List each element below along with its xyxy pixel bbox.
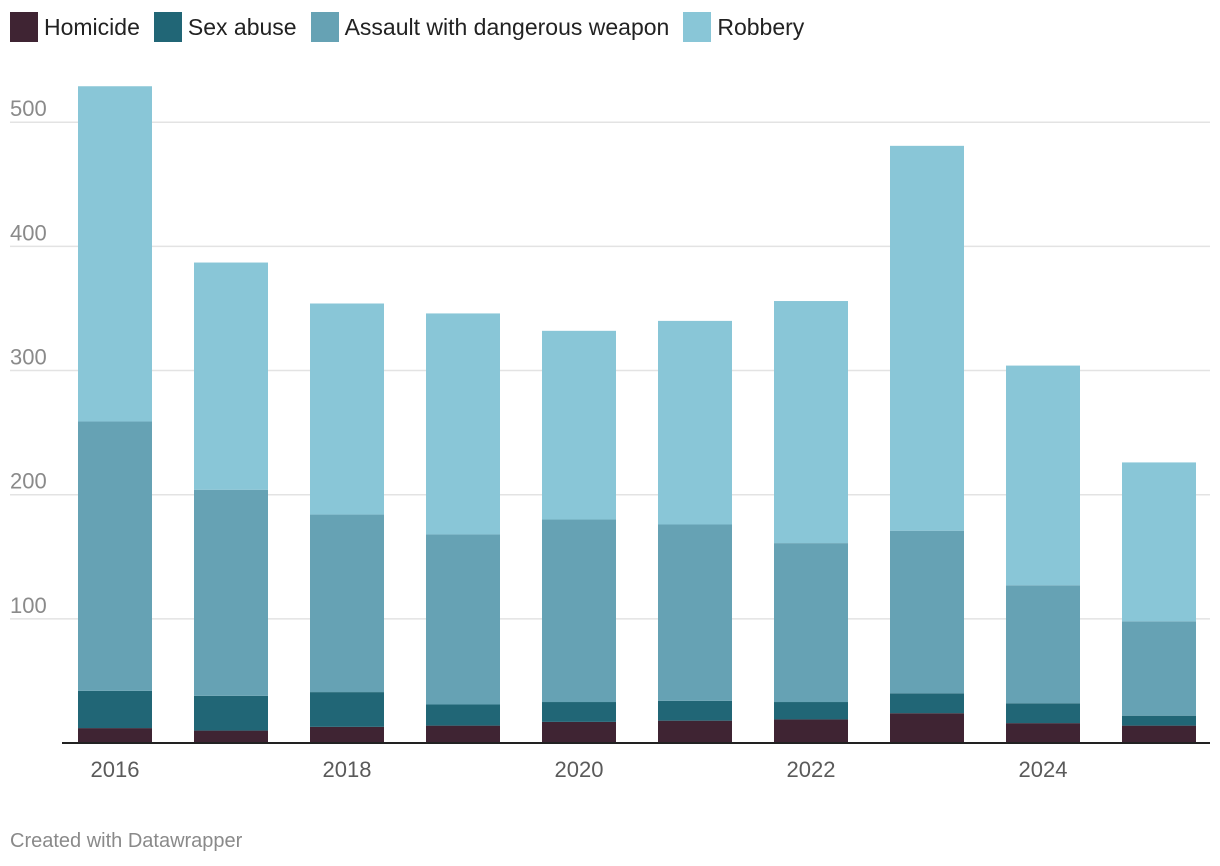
bar-2018-homicide [310,726,384,743]
bar-2018-robbery [310,303,384,515]
y-tick-label-200: 200 [10,469,47,494]
bar-2017-robbery [194,262,268,490]
bar-2020-homicide [542,721,616,743]
bar-2017-sex-abuse [194,695,268,731]
bar-2019-robbery [426,313,500,535]
bar-2016-assault-with-dangerous-weapon [78,421,152,691]
legend-item-robbery: Robbery [683,12,804,42]
legend-label-sex-abuse: Sex abuse [187,13,297,40]
bar-2023-assault-with-dangerous-weapon [890,530,964,694]
y-tick-label-100: 100 [10,593,47,618]
legend-item-homicide: Homicide [10,12,140,42]
bar-2021-robbery [658,320,732,525]
bar-2022-assault-with-dangerous-weapon [774,543,848,703]
legend-item-sex-abuse: Sex abuse [153,12,297,42]
bar-2021-homicide [658,720,732,743]
chart-legend: Homicide Sex abuse Assault with dangerou… [10,12,818,42]
legend-label-assault: Assault with dangerous weapon [344,13,670,40]
bar-2019-sex-abuse [426,704,500,726]
bar-2020-robbery [542,330,616,520]
bar-2018-sex-abuse [310,692,384,727]
bar-2020-assault-with-dangerous-weapon [542,519,616,703]
x-axis-ticks: 2016 2018 2020 2022 2024 [91,757,1068,782]
bar-2020-sex-abuse [542,702,616,722]
legend-label-homicide: Homicide [44,13,140,40]
legend-swatch-sex-abuse [153,12,182,42]
legend-swatch-homicide [10,12,38,42]
bar-2025-robbery [1122,462,1196,622]
bar-2022-sex-abuse [774,702,848,720]
bar-2016-robbery [78,86,152,422]
bar-2016-homicide [78,728,152,743]
x-tick-label-2016: 2016 [91,757,140,782]
bar-2024-assault-with-dangerous-weapon [1006,585,1080,704]
y-tick-label-400: 400 [10,220,47,245]
bar-2017-assault-with-dangerous-weapon [194,489,268,696]
bar-2019-assault-with-dangerous-weapon [426,534,500,705]
bar-2024-sex-abuse [1006,703,1080,724]
y-tick-label-500: 500 [10,96,47,121]
bar-2024-robbery [1006,365,1080,586]
bar-2023-robbery [890,145,964,531]
bars [78,86,1196,743]
footer-credit: Created with Datawrapper [10,830,243,852]
x-tick-label-2022: 2022 [787,757,836,782]
bar-2018-assault-with-dangerous-weapon [310,514,384,693]
bar-2025-sex-abuse [1122,715,1196,726]
bar-2023-sex-abuse [890,693,964,714]
legend-label-robbery: Robbery [717,13,805,40]
legend-swatch-assault [310,12,339,42]
bar-2017-homicide [194,730,268,743]
bar-2022-homicide [774,719,848,743]
x-tick-label-2018: 2018 [323,757,372,782]
bar-2021-assault-with-dangerous-weapon [658,524,732,701]
x-tick-label-2024: 2024 [1019,757,1068,782]
bar-2022-robbery [774,301,848,544]
y-tick-label-300: 300 [10,345,47,370]
bar-2021-sex-abuse [658,700,732,721]
y-axis-ticks: 100 200 300 400 500 [10,96,47,618]
legend-item-assault: Assault with dangerous weapon [310,12,670,42]
legend-swatch-robbery [683,12,712,42]
bar-2023-homicide [890,713,964,743]
bar-2024-homicide [1006,723,1080,743]
bar-2016-sex-abuse [78,690,152,729]
bar-2019-homicide [426,725,500,743]
bar-2025-assault-with-dangerous-weapon [1122,621,1196,716]
x-tick-label-2020: 2020 [555,757,604,782]
bar-2025-homicide [1122,725,1196,743]
